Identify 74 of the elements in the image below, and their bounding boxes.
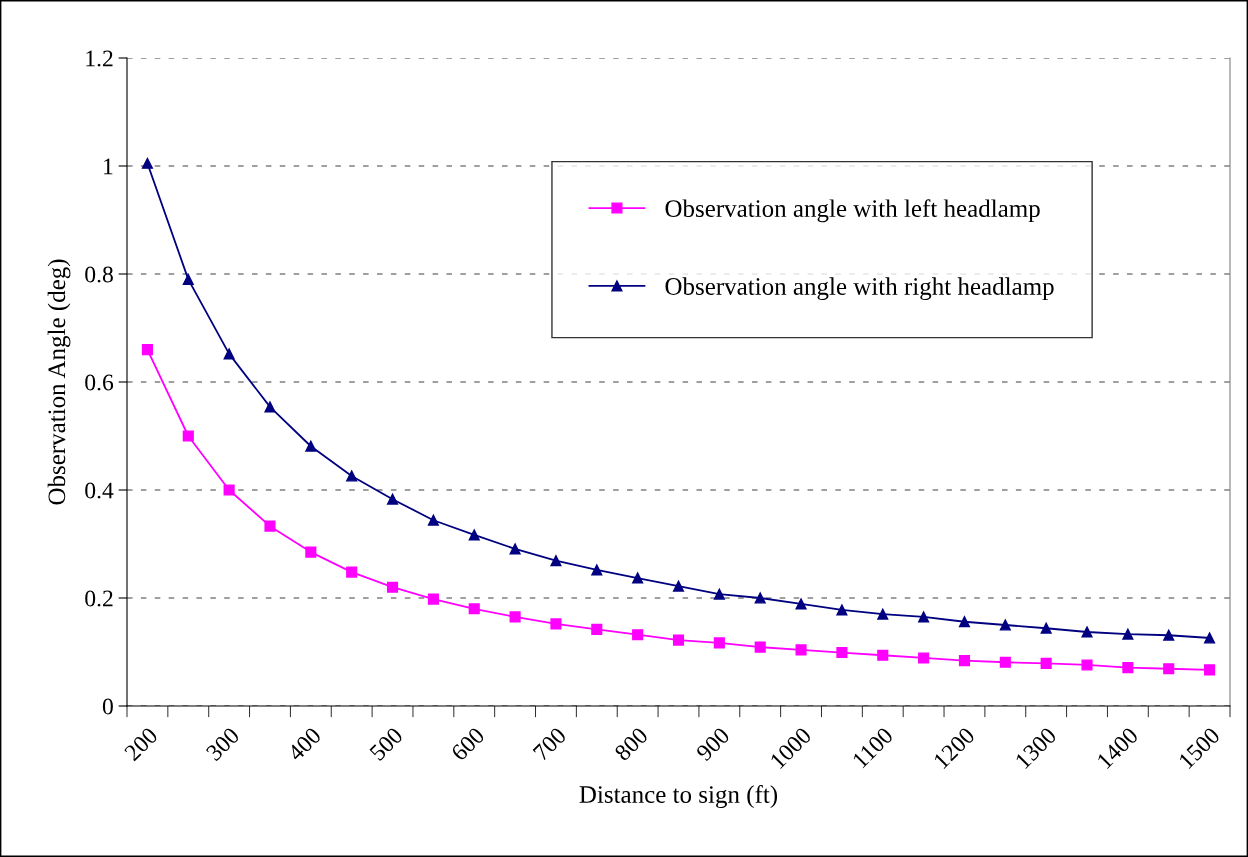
point: [591, 623, 603, 635]
x-tick-label: 200: [123, 726, 159, 762]
x-tick-label: 1100: [851, 726, 894, 769]
y-tick-label: 0: [102, 698, 113, 715]
y-tick-label: 1.2: [86, 50, 113, 67]
y-axis-title: Observation Angle (deg): [47, 259, 71, 505]
point: [264, 520, 276, 532]
point: [999, 619, 1011, 631]
point: [877, 649, 889, 661]
point: [1040, 622, 1052, 634]
point: [141, 157, 153, 169]
point: [754, 592, 766, 604]
y-tick-label: 0.2: [85, 590, 113, 607]
point: [550, 618, 562, 630]
y-tick-label: 0.6: [85, 374, 114, 391]
y-tick-label: 0.4: [85, 482, 114, 499]
point: [509, 611, 521, 623]
point: [141, 344, 153, 356]
point: [713, 637, 725, 649]
point: [468, 529, 480, 541]
point: [305, 440, 317, 452]
point: [836, 604, 848, 616]
point: [672, 580, 685, 592]
point: [958, 655, 971, 667]
point: [1122, 662, 1134, 674]
point: [182, 430, 194, 442]
point: [182, 273, 194, 285]
point: [1081, 659, 1093, 671]
point: [1081, 626, 1093, 638]
point: [1204, 664, 1216, 676]
x-tick-label: 800: [613, 726, 649, 762]
point: [1163, 663, 1175, 675]
point: [223, 348, 235, 360]
point: [754, 641, 766, 653]
point: [264, 401, 276, 413]
point: [795, 598, 807, 610]
point: [877, 608, 889, 620]
y-tick-label: 1: [104, 158, 113, 175]
point: [632, 572, 644, 584]
point: [427, 593, 439, 605]
legend-label: Observation angle with right headlamp: [665, 277, 1054, 301]
point: [999, 656, 1011, 668]
point: [305, 546, 317, 558]
point: [632, 629, 644, 641]
x-tick-label: 300: [205, 726, 241, 762]
point: [427, 514, 439, 526]
point: [386, 581, 399, 593]
x-tick-label: 700: [532, 726, 568, 762]
point: [346, 566, 358, 578]
point: [918, 611, 930, 623]
point: [1122, 628, 1134, 640]
point: [509, 543, 521, 555]
point: [468, 603, 480, 615]
point: [836, 646, 848, 659]
point: [713, 588, 725, 600]
legend-label: Observation angle with left headlamp: [665, 199, 1040, 223]
y-tick-label: 0.8: [85, 266, 113, 283]
point: [223, 484, 235, 496]
x-tick-label: 600: [450, 726, 486, 762]
point: [918, 652, 930, 664]
point: [1040, 657, 1052, 669]
point: [795, 644, 807, 656]
point: [386, 493, 399, 505]
point: [591, 564, 603, 576]
point: [346, 470, 358, 482]
x-axis-title: Distance to sign (ft): [579, 785, 778, 809]
point: [1163, 629, 1175, 641]
point: [958, 616, 971, 628]
point: [550, 555, 562, 567]
x-tick-label: 400: [286, 726, 322, 762]
x-tick-label: 500: [368, 726, 404, 762]
point: [672, 634, 685, 646]
point: [1204, 632, 1216, 644]
x-tick-label: 900: [695, 726, 731, 762]
